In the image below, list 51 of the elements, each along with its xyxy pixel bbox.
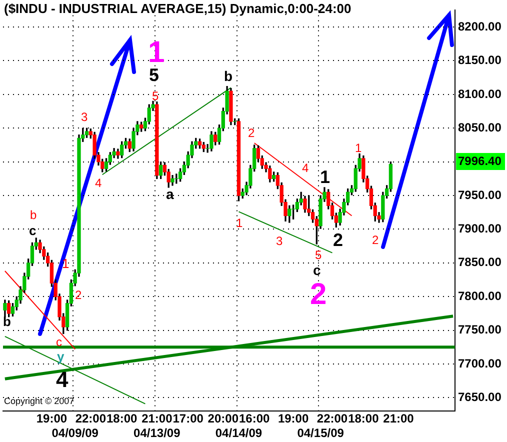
x-tick-label: 19:00 <box>36 412 68 426</box>
annotation: 1 <box>236 216 243 230</box>
y-tick-label: 7650.00 <box>458 390 502 404</box>
text: 7996.40 <box>456 153 505 170</box>
y-tick-label: 7850.00 <box>458 255 502 270</box>
annotation: y <box>57 349 64 364</box>
annotation: a <box>166 186 174 202</box>
annotation: c <box>313 262 321 278</box>
x-tick-label: 04/14/09 <box>215 426 262 440</box>
x-tick-label: 17:00 <box>172 412 204 426</box>
annotation: 4 <box>56 367 68 392</box>
annotation: 4 <box>302 161 309 175</box>
x-tick-label: 18:00 <box>348 412 380 426</box>
annotation: 1 <box>62 256 70 271</box>
x-tick-label: 04/15/09 <box>297 426 344 440</box>
annotation: 2 <box>310 278 327 311</box>
y-tick-label: 8100.00 <box>458 86 502 101</box>
y-tick-label: 7900.00 <box>458 222 502 236</box>
y-tick-label: 7950.00 <box>458 188 502 202</box>
annotation: 3 <box>276 234 283 248</box>
y-tick-label: 7700.00 <box>458 356 502 370</box>
annotation: 2 <box>248 126 255 140</box>
annotation: b <box>224 68 233 84</box>
annotation: 2 <box>372 233 379 247</box>
x-tick-label: 04/09/09 <box>52 426 99 440</box>
x-tick-label: 21:00 <box>383 412 414 426</box>
annotation: b <box>3 314 11 329</box>
x-tick-label: 18:00 <box>106 412 138 426</box>
y-tick-label: 7800.00 <box>458 288 502 303</box>
y-tick-label: 8050.00 <box>458 120 502 134</box>
annotation: 5 <box>152 89 159 103</box>
chart-title: ($INDU - INDUSTRIAL AVERAGE,15) Dynamic,0:00-24:00 <box>4 1 352 16</box>
annotation: 3 <box>81 110 88 124</box>
annotation: 2 <box>75 288 82 302</box>
annotation: Copyright © 2007 <box>4 396 74 406</box>
x-tick-label: 19:00 <box>278 412 309 426</box>
y-tick-label: 8150.00 <box>458 53 502 68</box>
annotation: 4 <box>95 176 102 190</box>
y-tick-label: 8200.00 <box>458 19 502 34</box>
x-tick-label: 22:00 <box>316 412 348 426</box>
y-tick-label: 7750.00 <box>458 322 502 337</box>
annotation: 2 <box>333 230 344 250</box>
x-tick-label: 22:00 <box>75 412 106 426</box>
annotation: 5 <box>315 248 322 262</box>
annotation: 1 <box>320 167 330 187</box>
annotation: c <box>56 335 62 349</box>
annotation: b <box>30 208 37 222</box>
annotation: c <box>29 223 36 238</box>
annotation: 1 <box>355 141 362 155</box>
x-tick-label: 20:00 <box>208 412 239 426</box>
x-tick-label: 16:00 <box>238 412 270 426</box>
